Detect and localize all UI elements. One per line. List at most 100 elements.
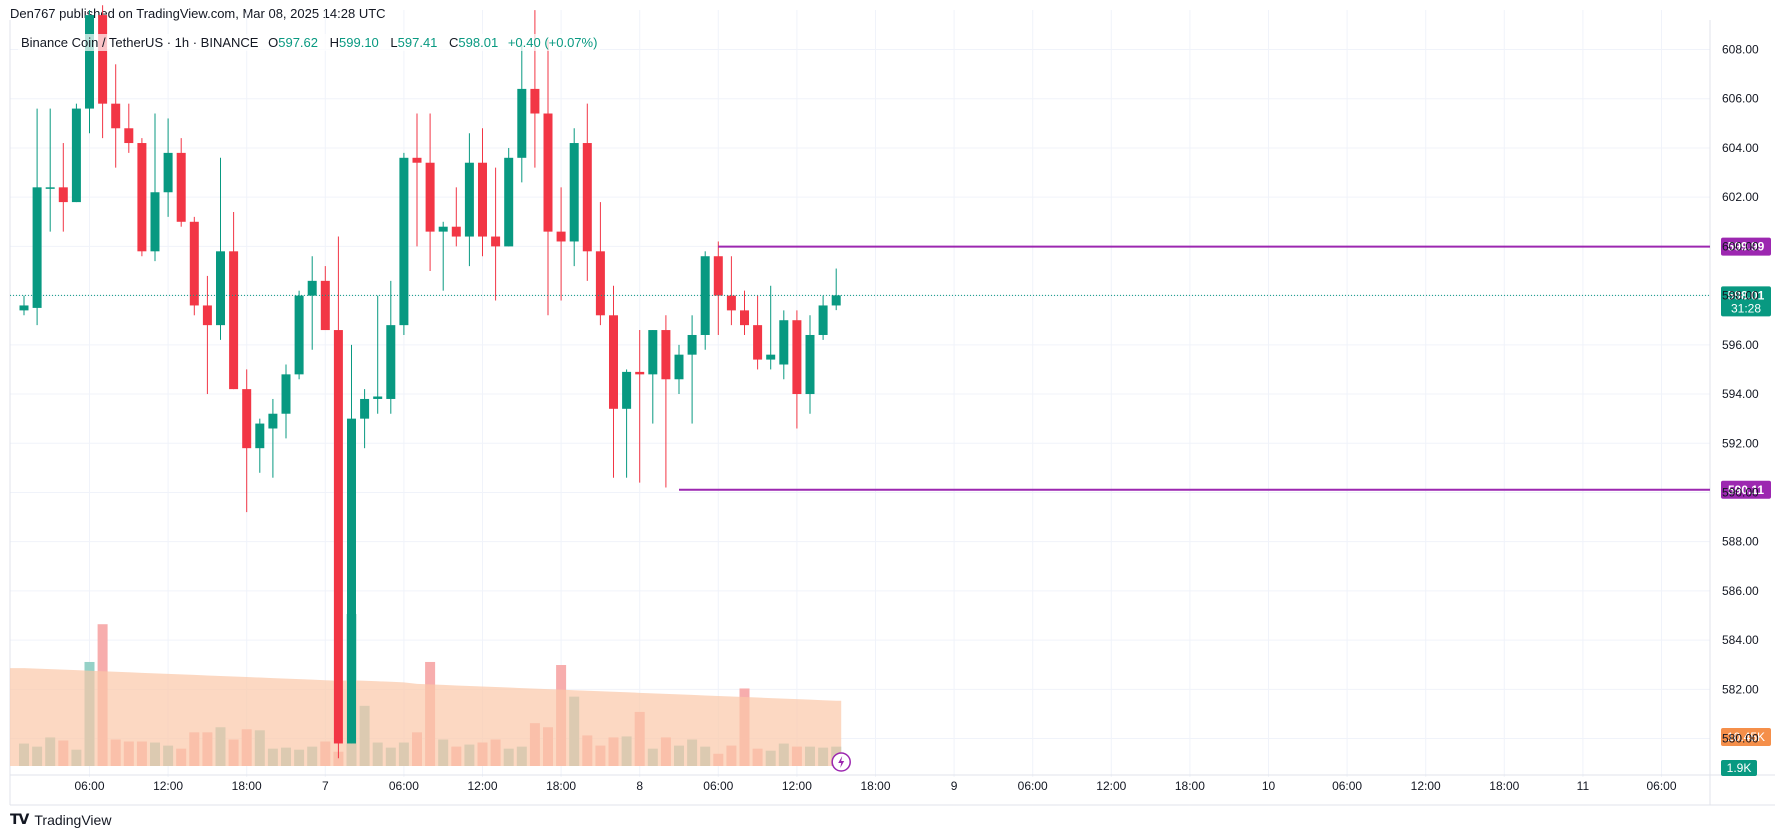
candle [124,103,134,153]
x-tick-label: 12:00 [782,779,812,793]
candle [674,344,684,395]
candle [609,285,618,478]
candle [805,315,815,414]
candle [294,290,304,380]
candle-body [609,315,618,409]
candle [438,221,448,291]
candle [582,103,592,281]
legend-low-value: 597.41 [397,35,438,50]
candle-body [45,187,55,189]
candle-body [713,256,723,296]
y-tick-label: 596.00 [1722,338,1759,352]
candle [137,138,147,257]
candle [412,113,422,247]
candle [635,330,645,483]
symbol-legend[interactable]: Binance Coin / TetherUS · 1h · BINANCE O… [18,34,601,51]
candle [333,236,343,759]
candle [766,285,776,370]
candle-body [137,143,147,252]
tradingview-brand: TradingView [34,812,112,828]
candle-body [98,15,108,104]
candle-body [150,192,160,252]
resistance-price-badge [1721,237,1771,256]
candle-body [766,354,776,360]
x-tick-label: 11 [1577,779,1590,793]
y-tick-label: 608.00 [1722,43,1759,57]
candle-body [635,371,645,375]
candle-body [818,305,828,335]
candle-body [517,88,527,158]
y-tick-label: 600.00 [1722,239,1759,253]
candle [464,133,474,267]
legend-open-label: O [268,35,279,50]
y-tick-label: 606.00 [1722,92,1759,106]
candle-body [464,162,474,237]
candle-body [242,389,252,449]
candle [229,211,239,390]
candle [700,251,710,350]
candle [661,315,671,488]
x-tick-label: 18:00 [1175,779,1205,793]
candle-body [71,108,81,203]
x-tick-label: 18:00 [1489,779,1519,793]
candle-body [595,251,605,316]
tradingview-footer[interactable]: TV TradingView [10,812,111,828]
x-tick-label: 8 [636,779,643,793]
legend-change-value: +0.40 (+0.07%) [507,35,598,50]
countdown-label: 31:28 [1731,301,1761,315]
candle-body [281,374,291,414]
x-tick-label: 06:00 [1018,779,1048,793]
candle-body [163,152,173,193]
candle [360,389,370,449]
y-tick-label: 602.00 [1722,190,1759,204]
candle-body [425,162,435,232]
x-tick-label: 12:00 [1096,779,1126,793]
x-tick-label: 12:00 [153,779,183,793]
candle-body [556,231,566,242]
candle [111,64,121,168]
volume-ma-badge [1721,728,1771,746]
legend-close-label: C [449,35,459,50]
candle-body [779,320,789,365]
y-tick-label: 586.00 [1722,584,1759,598]
legend-close-value: 598.01 [458,35,499,50]
candle-body [530,88,540,114]
candle [58,143,68,232]
time-axis: 06:00 12:00 18:00 7 06:00 12:00 18:00 8 06:00 12:… [74,779,1676,793]
candle-body [229,251,239,390]
x-tick-label: 18:00 [546,779,576,793]
y-tick-label: 604.00 [1722,141,1759,155]
candle [45,108,55,232]
last-price-badge [1721,286,1771,317]
tradingview-logo-icon: TV [10,812,29,828]
volume-ma-label: 10.45K [1727,730,1765,744]
lightning-icon [831,752,851,772]
candle [242,369,252,513]
y-tick-label: 584.00 [1722,633,1759,647]
candle-body [85,15,94,109]
x-tick-label: 18:00 [860,779,890,793]
volume-ma-area [10,668,842,766]
candle-body [622,371,632,409]
candle-body [124,128,134,144]
x-tick-label: 06:00 [1646,779,1676,793]
candle-body [661,330,671,380]
x-tick-label: 06:00 [389,779,419,793]
y-tick-label: 598.00 [1722,289,1759,303]
candle-body [687,334,697,355]
y-tick-label: 580.00 [1722,732,1759,746]
candle [556,187,566,301]
candle [753,295,763,370]
x-tick-label: 18:00 [232,779,262,793]
candle [517,44,527,183]
candle-body [268,413,278,429]
candle [163,118,173,217]
legend-low-label: L [390,35,398,50]
x-tick-label: 7 [322,779,329,793]
resistance-price-label: 599.99 [1728,240,1765,254]
candle-body [753,325,763,360]
candle-body [491,236,501,247]
candle-body [320,280,330,331]
